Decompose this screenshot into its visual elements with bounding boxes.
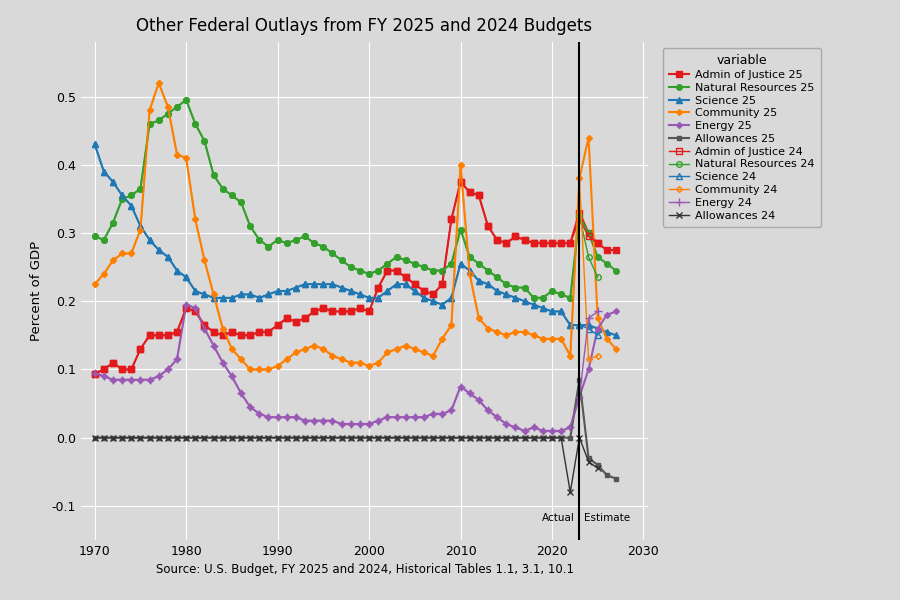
Text: Actual: Actual — [542, 513, 575, 523]
Title: Other Federal Outlays from FY 2025 and 2024 Budgets: Other Federal Outlays from FY 2025 and 2… — [137, 17, 592, 35]
Legend: Admin of Justice 25, Natural Resources 25, Science 25, Community 25, Energy 25, : Admin of Justice 25, Natural Resources 2… — [662, 47, 821, 227]
X-axis label: Source: U.S. Budget, FY 2025 and 2024, Historical Tables 1.1, 3.1, 10.1: Source: U.S. Budget, FY 2025 and 2024, H… — [156, 563, 573, 577]
Text: Estimate: Estimate — [584, 513, 630, 523]
Y-axis label: Percent of GDP: Percent of GDP — [31, 241, 43, 341]
